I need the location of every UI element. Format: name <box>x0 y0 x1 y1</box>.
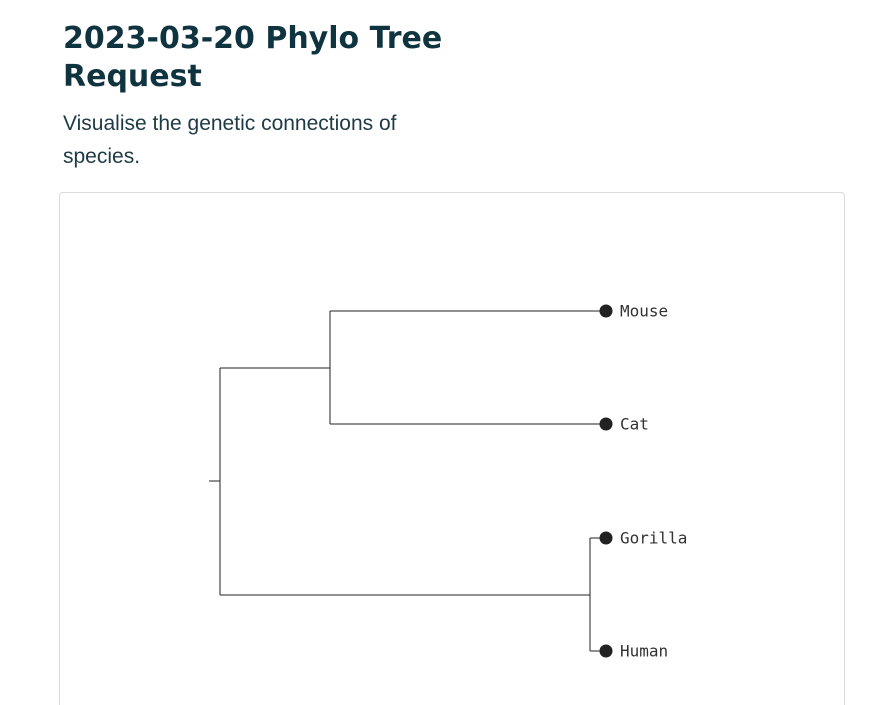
page-subtitle: Visualise the genetic connections of spe… <box>63 112 397 168</box>
leaf-label-gorilla: Gorilla <box>620 529 687 548</box>
leaf-label-mouse: Mouse <box>620 302 668 321</box>
leaf-label-cat: Cat <box>620 415 649 434</box>
page-title: 2023-03-20 Phylo Tree Request <box>63 21 443 94</box>
leaf-node-gorilla[interactable] <box>599 531 613 545</box>
leaf-label-human: Human <box>620 642 668 661</box>
phylo-tree-canvas: Mouse Cat Gorilla Human <box>209 302 687 661</box>
leaf-node-human[interactable] <box>599 644 613 658</box>
leaf-node-mouse[interactable] <box>599 304 613 318</box>
leaf-node-cat[interactable] <box>599 417 613 431</box>
phylo-tree-panel: Mouse Cat Gorilla Human <box>59 192 845 705</box>
